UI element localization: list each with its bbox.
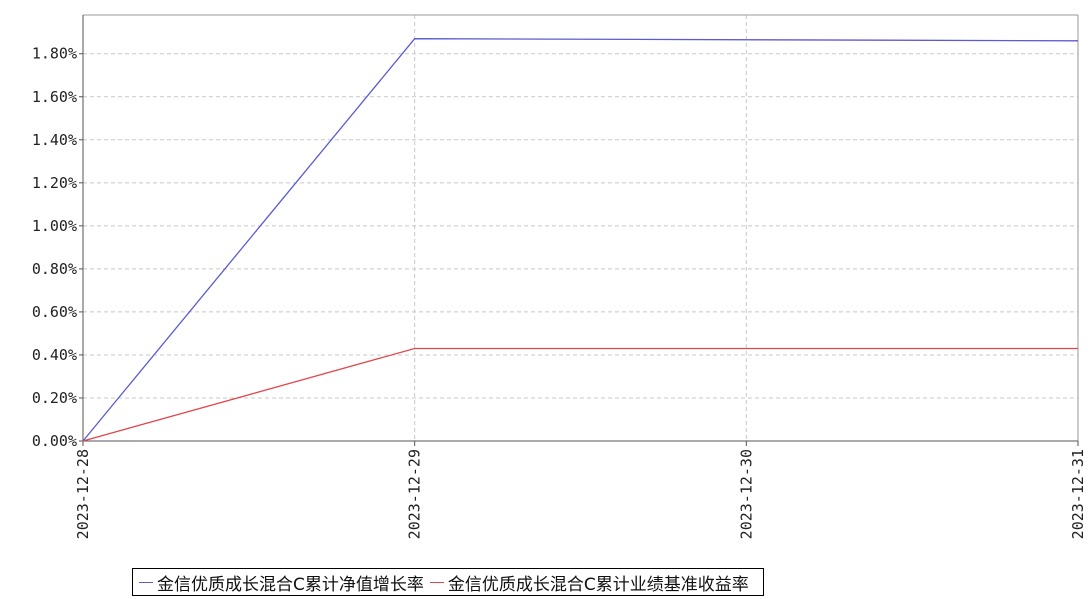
x-tick-label-0: 2023-12-28 <box>74 449 92 539</box>
x-tick-label-3: 2023-12-31 <box>1069 449 1087 539</box>
y-tick-label-5: 1.00% <box>32 217 77 235</box>
x-tick-label-1: 2023-12-29 <box>406 449 424 539</box>
y-tick-label-7: 1.40% <box>32 131 77 149</box>
legend-label-nav-growth: 金信优质成长混合C累计净值增长率 <box>157 574 424 595</box>
y-tick-label-0: 0.00% <box>32 432 77 450</box>
x-tick-label-2: 2023-12-30 <box>737 449 755 539</box>
legend-item-nav-growth: 金信优质成长混合C累计净值增长率 <box>139 570 424 595</box>
legend-label-benchmark-return: 金信优质成长混合C累计业绩基准收益率 <box>447 574 749 595</box>
y-tick-label-6: 1.20% <box>32 174 77 192</box>
series-line-0 <box>82 38 1079 442</box>
y-tick-label-1: 0.20% <box>32 389 77 407</box>
series-lines <box>82 38 1079 442</box>
y-tick-label-9: 1.80% <box>32 45 77 63</box>
y-tick-label-2: 0.40% <box>32 346 77 364</box>
y-tick-label-3: 0.60% <box>32 303 77 321</box>
legend-swatch-nav-growth <box>139 581 153 583</box>
axes: 0.00% 0.20% 0.40% 0.60% 0.80% 1.00% 1.20% 1.40%… <box>32 14 1087 539</box>
legend-item-benchmark-return: 金信优质成长混合C累计业绩基准收益率 <box>429 570 749 595</box>
grid-lines <box>83 15 1078 441</box>
y-tick-label-8: 1.60% <box>32 88 77 106</box>
y-tick-label-4: 0.80% <box>32 260 77 278</box>
series-line-1 <box>82 347 1078 442</box>
legend-swatch-benchmark-return <box>429 581 444 583</box>
legend: 金信优质成长混合C累计净值增长率 金信优质成长混合C累计业绩基准收益率 <box>132 568 764 596</box>
